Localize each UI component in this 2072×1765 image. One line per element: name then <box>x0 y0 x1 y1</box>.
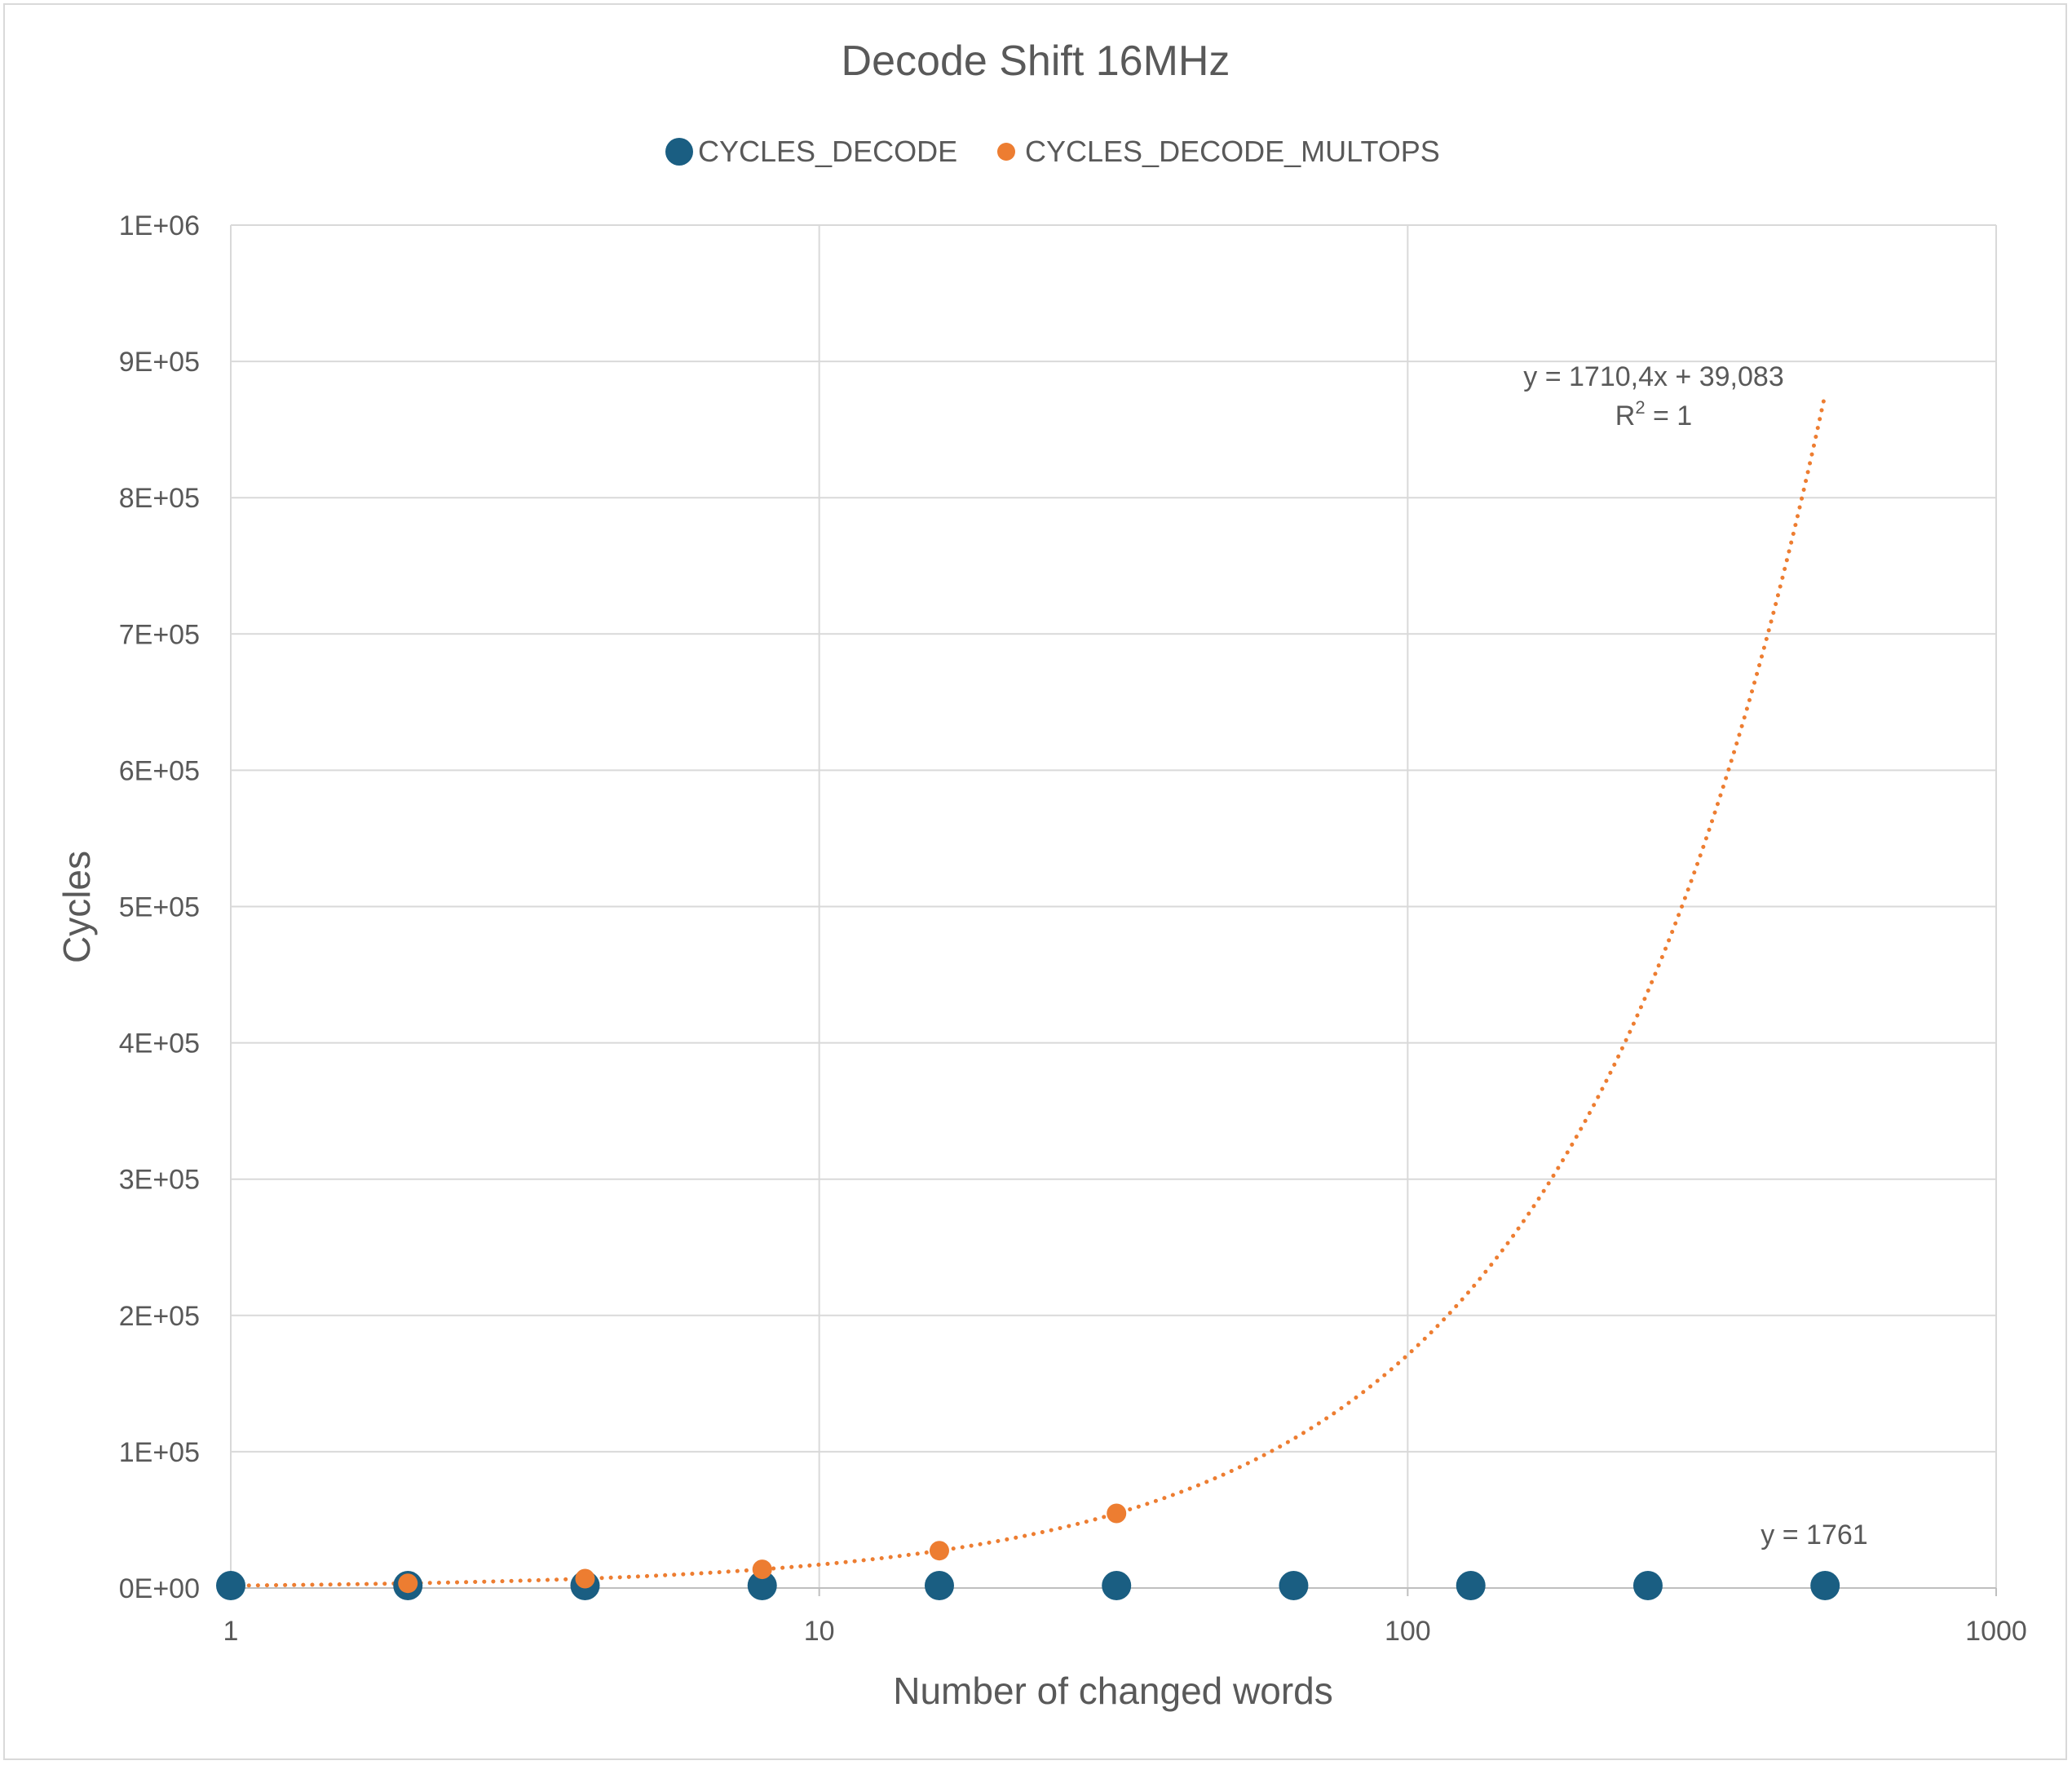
trendline-r2-value: = 1 <box>1646 400 1693 431</box>
y-tick-label: 0E+00 <box>119 1573 200 1604</box>
point-cycles-decode <box>1810 1571 1840 1601</box>
trendline-multops <box>228 392 1827 1588</box>
point-cycles-decode-multops <box>575 1568 595 1589</box>
legend-marker-cycles-decode <box>665 138 693 166</box>
y-tick-label: 6E+05 <box>119 755 200 786</box>
point-cycles-decode <box>216 1571 245 1601</box>
legend-item-cycles-decode: CYCLES_DECODE <box>665 135 957 168</box>
y-tick-label: 1E+05 <box>119 1437 200 1468</box>
y-tick-label: 8E+05 <box>119 483 200 514</box>
y-tick-label: 3E+05 <box>119 1165 200 1196</box>
y-axis-label: Cycles <box>55 851 98 963</box>
trendlines <box>228 392 1827 1588</box>
legend-label-cycles-decode-multops: CYCLES_DECODE_MULTOPS <box>1025 135 1440 168</box>
x-tick-label: 1 <box>223 1616 239 1647</box>
legend: CYCLES_DECODE CYCLES_DECODE_MULTOPS <box>665 135 1440 168</box>
point-cycles-decode-multops <box>929 1541 949 1561</box>
legend-marker-cycles-decode-multops <box>997 143 1015 161</box>
trendline-r2-multops: R2 = 1 <box>1615 397 1692 431</box>
point-cycles-decode <box>1102 1571 1132 1601</box>
y-tick-label: 9E+05 <box>119 347 200 378</box>
data-points <box>216 1503 1840 1601</box>
x-tick-label: 10 <box>804 1616 835 1647</box>
point-cycles-decode <box>1632 1571 1663 1601</box>
y-tick-label: 4E+05 <box>119 1028 200 1059</box>
axes: 0E+00 1E+05 2E+05 3E+05 4E+05 5E+05 6E+05 7E+05… <box>119 210 2027 1647</box>
trendline-equation-decode: y = 1761 <box>1761 1519 1867 1550</box>
x-axis-label: Number of changed words <box>893 1670 1333 1712</box>
point-cycles-decode <box>747 1571 777 1601</box>
trendline-r2-base: R <box>1615 400 1636 431</box>
chart-frame <box>3 3 2067 1760</box>
x-tick-label: 100 <box>1385 1616 1431 1647</box>
trendline-equation-multops: y = 1710,4x + 39,083 <box>1523 361 1783 392</box>
gridlines <box>230 224 1997 1589</box>
trendline-r2-exponent: 2 <box>1635 397 1645 418</box>
chart-title: Decode Shift 16MHz <box>842 38 1230 85</box>
point-cycles-decode <box>924 1571 954 1601</box>
trendline-label-multops: y = 1710,4x + 39,083 R2 = 1 <box>1523 361 1783 431</box>
y-tick-label: 7E+05 <box>119 619 200 650</box>
point-cycles-decode-multops <box>1107 1503 1127 1524</box>
x-tick-label: 1000 <box>1965 1616 2027 1647</box>
y-tick-label: 2E+05 <box>119 1301 200 1332</box>
point-cycles-decode-multops <box>398 1573 418 1594</box>
y-tick-label: 5E+05 <box>119 892 200 923</box>
y-tick-label: 1E+06 <box>119 210 200 241</box>
point-cycles-decode-multops <box>752 1559 772 1580</box>
legend-item-cycles-decode-multops: CYCLES_DECODE_MULTOPS <box>997 135 1440 168</box>
legend-label-cycles-decode: CYCLES_DECODE <box>698 135 957 168</box>
point-cycles-decode <box>1456 1571 1486 1601</box>
point-cycles-decode <box>1279 1571 1309 1601</box>
